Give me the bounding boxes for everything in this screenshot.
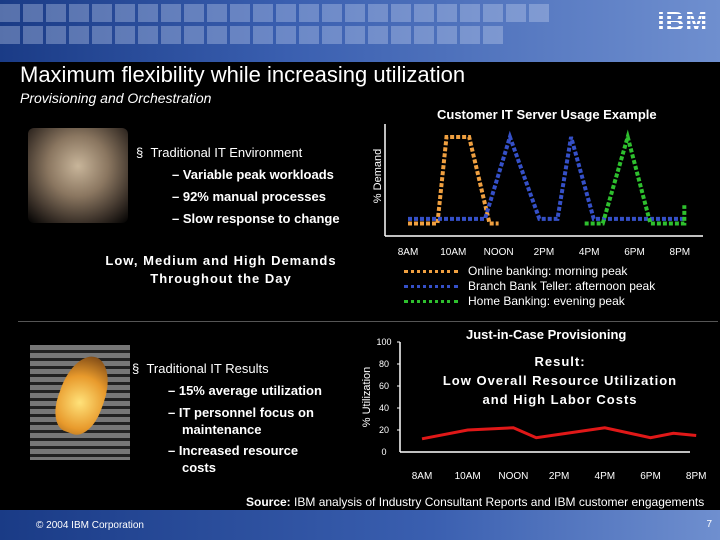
page-number: 7 (706, 519, 712, 530)
chart1-x-tick: 2PM (534, 247, 555, 258)
chart2-x-tick: 8PM (686, 471, 707, 482)
header-banner: IBM (0, 0, 720, 62)
copyright: © 2004 IBM Corporation (36, 520, 144, 531)
chart2-series-0 (421, 426, 697, 441)
sub-increased-costs-cont: costs (182, 460, 216, 475)
people-photo (28, 128, 128, 223)
burning-money-photo (30, 345, 130, 460)
legend-swatch-orange (404, 269, 458, 273)
chart2-y-label: % Utilization (361, 367, 373, 428)
result-line2: Low Overall Resource Utilization (442, 373, 678, 388)
chart1-x-tick: 4PM (579, 247, 600, 258)
chart2-y-tick: 40 (379, 403, 389, 413)
chart2-y-tick: 0 (381, 447, 386, 457)
legend-item-home: Home Banking: evening peak (404, 294, 625, 308)
sub-variable-peak: – Variable peak workloads (172, 167, 334, 182)
chart1-title: Customer IT Server Usage Example (437, 107, 657, 122)
section-divider (18, 321, 718, 322)
chart2-x-tick: 6PM (640, 471, 661, 482)
legend-item-online: Online banking: morning peak (404, 264, 627, 278)
chart1-x-tick: 10AM (440, 247, 466, 258)
sub-slow-response: – Slow response to change (172, 211, 340, 226)
demand-callout: Low, Medium and High Demands Throughout … (96, 252, 346, 288)
chart2-x-tick: 2PM (549, 471, 570, 482)
bullet-traditional-environment: § Traditional IT Environment (136, 145, 303, 160)
legend-swatch-blue (404, 284, 458, 288)
banner-pattern (0, 4, 560, 44)
sub-average-utilization: – 15% average utilization (168, 383, 322, 398)
chart1-x-tick: NOON (484, 247, 514, 258)
chart1-series-0 (408, 135, 499, 226)
result-line1: Result: (534, 354, 586, 369)
sub-personnel-focus-cont: maintenance (182, 422, 262, 437)
sub-increased-costs: – Increased resource (168, 443, 299, 458)
chart1-series-2 (584, 129, 687, 226)
chart2-title: Just-in-Case Provisioning (466, 327, 627, 342)
legend-item-branch: Branch Bank Teller: afternoon peak (404, 279, 655, 293)
bullet-icon: § (136, 145, 151, 160)
demand-callout-line2: Throughout the Day (150, 271, 292, 286)
chart2-x-tick: 10AM (455, 471, 481, 482)
footer-bar (0, 510, 720, 540)
chart2-x-tick: 4PM (595, 471, 616, 482)
chart2-x-tick: 8AM (412, 471, 433, 482)
chart1-x-tick: 6PM (624, 247, 645, 258)
server-usage-chart: % Demand 8AM 10AM NOON 2PM 4PM 6PM 8PM (372, 124, 703, 258)
sub-manual-processes: – 92% manual processes (172, 189, 326, 204)
chart1-x-tick: 8AM (398, 247, 419, 258)
chart2-y-tick: 20 (379, 425, 389, 435)
slide-subtitle: Provisioning and Orchestration (20, 90, 212, 106)
sub-personnel-focus: – IT personnel focus on (168, 405, 314, 420)
bullet-traditional-results: § Traditional IT Results (132, 361, 269, 376)
chart2-y-tick: 100 (376, 337, 391, 347)
demand-callout-line1: Low, Medium and High Demands (105, 253, 337, 268)
chart2-x-tick: NOON (498, 471, 528, 482)
legend-swatch-green (404, 299, 458, 303)
result-callout: Result: Low Overall Resource Utilization… (430, 352, 690, 409)
ibm-logo: IBM (657, 6, 708, 36)
bullet-icon: § (132, 361, 147, 376)
slide-title: Maximum flexibility while increasing uti… (20, 62, 466, 87)
source-note: Source: IBM analysis of Industry Consult… (246, 495, 705, 509)
chart1-y-label: % Demand (372, 149, 384, 203)
chart2-y-tick: 60 (379, 381, 389, 391)
result-line3: and High Labor Costs (482, 392, 638, 407)
chart1-series-1 (408, 130, 685, 221)
chart2-y-tick: 80 (379, 359, 389, 369)
chart1-x-tick: 8PM (670, 247, 691, 258)
